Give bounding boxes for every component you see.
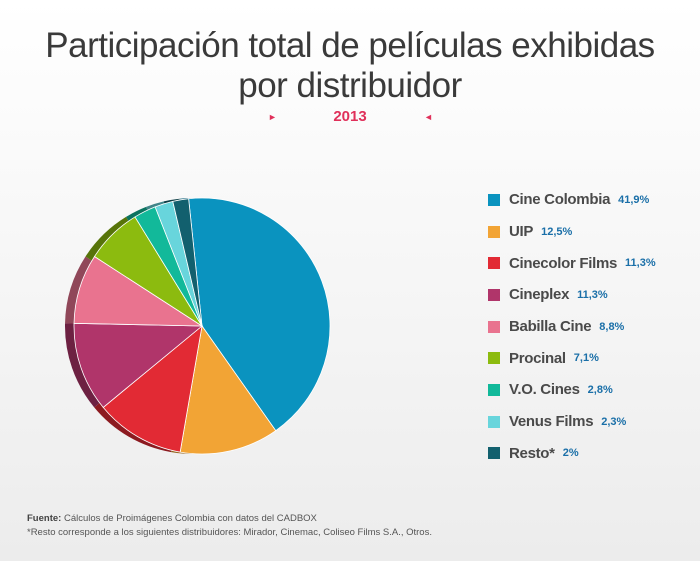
legend-swatch [488,352,500,365]
chart-title-line1: Participación total de películas exhibid… [45,26,655,65]
chart-title: Participación total de películas exhibid… [0,26,700,106]
pie-slice-resto[interactable] [172,198,203,327]
chart-title-line2: por distribuidor [238,66,462,105]
legend-item-procinal[interactable]: Procinal 7,1% [488,342,688,374]
legend-swatch [488,257,500,270]
pie-slice-cineplex[interactable] [73,322,204,408]
legend-value: 41,9% [618,193,650,206]
legend-item-uip[interactable]: UIP 12,5% [488,216,688,248]
legend-item-cinecolor-films[interactable]: Cinecolor Films 11,3% [488,247,688,279]
legend-label: Babilla Cine [509,318,592,336]
legend-label: V.O. Cines [509,381,580,399]
legend-swatch [488,225,500,238]
pie-slice-uip[interactable] [179,324,277,455]
legend-swatch [488,415,500,428]
source-label: Fuente: [27,513,62,524]
year-selector: ► 2013 ◄ [0,107,700,127]
legend-value: 2,3% [601,415,627,428]
legend-value: 2% [562,447,579,460]
year-next-arrow-icon[interactable]: ◄ [424,112,433,122]
pie-top-layer [73,197,331,455]
legend-label: UIP [509,223,534,241]
legend-swatch [488,383,500,396]
resto-footnote: *Resto corresponde a los siguientes dist… [27,527,432,538]
legend-label: Venus Films [509,413,594,431]
legend-swatch [488,288,500,301]
legend-label: Cinecolor Films [509,254,618,272]
chart-footer: Fuente: Cálculos de Proimágenes Colombia… [27,512,432,540]
legend-label: Cineplex [509,286,570,304]
legend-value: 7,1% [573,352,599,365]
legend-value: 12,5% [541,225,573,238]
legend-item-cine-colombia[interactable]: Cine Colombia 41,9% [488,184,688,216]
legend-swatch [488,447,500,460]
legend-value: 2,8% [587,383,613,396]
legend-label: Resto* [509,444,555,462]
pie-slice-cinecolor-films[interactable] [102,325,203,453]
legend-value: 8,8% [599,320,625,333]
legend-value: 11,3% [625,257,656,270]
legend-item-venus-films[interactable]: Venus Films 2,3% [488,406,688,438]
legend-item-resto[interactable]: Resto* 2% [488,438,688,470]
year-prev-arrow-icon[interactable]: ► [268,112,277,122]
source-note: Fuente: Cálculos de Proimágenes Colombia… [27,512,432,526]
legend-label: Cine Colombia [509,191,611,209]
chart-subtitle-year: 2013 [333,108,367,125]
chart-legend: Cine Colombia 41,9% UIP 12,5% Cinecolor Film… [488,184,688,469]
source-text: Cálculos de Proimágenes Colombia con dat… [61,513,317,524]
legend-value: 11,3% [577,288,608,301]
legend-item-babilla-cine[interactable]: Babilla Cine 8,8% [488,311,688,343]
legend-swatch [488,320,500,333]
legend-item-cineplex[interactable]: Cineplex 11,3% [488,279,688,311]
pie-slice-cine-colombia[interactable] [188,197,331,432]
legend-item-v-o-cines[interactable]: V.O. Cines 2,8% [488,374,688,406]
legend-swatch [488,193,500,206]
legend-label: Procinal [509,349,566,367]
